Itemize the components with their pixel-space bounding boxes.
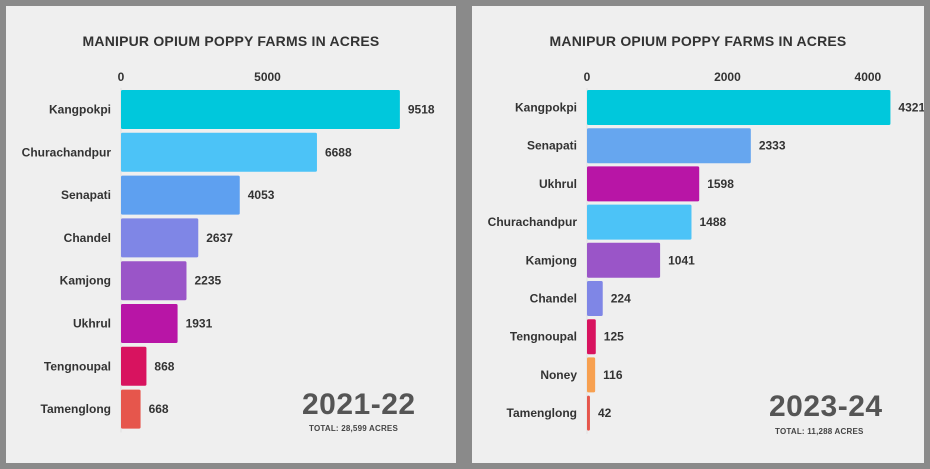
bar-tengnoupal [121, 346, 147, 386]
value-label: 668 [149, 402, 169, 416]
bar-chart-2023-24: 0 2000 4000 Kangpokpi 4321 Senapati 2333 Ukhrul… [488, 70, 924, 434]
bar-churachandpur [587, 204, 692, 240]
category-label: Churachandpur [488, 215, 578, 229]
value-label: 2235 [194, 274, 221, 288]
category-label: Churachandpur [22, 145, 112, 159]
bar-noney [587, 357, 596, 393]
value-label: 1041 [668, 253, 695, 267]
value-label: 1598 [707, 177, 734, 191]
category-label: Chandel [530, 292, 577, 306]
bar-churachandpur [121, 132, 317, 172]
total-label: TOTAL: 11,288 ACRES [775, 427, 864, 436]
category-label: Chandel [64, 231, 111, 245]
x-tick-label: 5000 [254, 70, 281, 84]
value-label: 116 [603, 368, 623, 382]
bar-chandel [121, 218, 199, 258]
x-tick-label: 4000 [855, 70, 882, 84]
value-label: 2333 [759, 139, 786, 153]
bar-kangpokpi [587, 90, 891, 125]
year-label: 2021-22 [302, 388, 416, 421]
year-label: 2023-24 [769, 390, 883, 423]
value-label: 1931 [186, 317, 213, 331]
x-tick-label: 0 [118, 70, 125, 84]
category-label: Ukhrul [539, 177, 577, 191]
bar-chandel [587, 281, 603, 316]
chart-panel-2021-22: MANIPUR OPIUM POPPY FARMS IN ACRES 0 5000… [6, 6, 456, 463]
value-label: 868 [154, 359, 174, 373]
value-label: 4053 [248, 188, 275, 202]
bar-tamenglong [587, 395, 590, 431]
value-label: 2637 [206, 231, 233, 245]
bar-kamjong [121, 261, 187, 301]
category-label: Noney [540, 368, 577, 382]
x-tick-label: 0 [584, 70, 591, 84]
value-label: 224 [611, 292, 631, 306]
total-label: TOTAL: 28,599 ACRES [309, 424, 399, 433]
bar-tengnoupal [587, 319, 596, 355]
bar-tamenglong [121, 389, 141, 429]
bar-ukhrul [587, 166, 700, 202]
bar-ukhrul [121, 304, 178, 343]
category-label: Kamjong [60, 274, 111, 288]
category-label: Tamenglong [507, 406, 577, 420]
category-label: Kamjong [526, 253, 577, 267]
chart-title: MANIPUR OPIUM POPPY FARMS IN ACRES [82, 33, 380, 49]
category-label: Tengnoupal [44, 359, 111, 373]
category-label: Ukhrul [73, 317, 111, 331]
bar-kamjong [587, 242, 661, 278]
x-tick-label: 2000 [714, 70, 741, 84]
category-label: Senapati [527, 139, 577, 153]
category-label: Kangpokpi [49, 103, 111, 117]
chart-title: MANIPUR OPIUM POPPY FARMS IN ACRES [549, 33, 847, 49]
bar-senapati [587, 128, 751, 164]
category-label: Tamenglong [41, 402, 111, 416]
value-label: 6688 [325, 145, 352, 159]
bar-chart-2021-22: 0 5000 Kangpokpi 9518 Churachandpur 6688 Senap… [22, 70, 435, 433]
category-label: Senapati [61, 188, 111, 202]
bar-senapati [121, 175, 240, 215]
value-label: 42 [598, 406, 612, 420]
chart-panel-2023-24: MANIPUR OPIUM POPPY FARMS IN ACRES 0 2000… [472, 6, 924, 463]
bar-kangpokpi [121, 90, 400, 129]
value-label: 125 [604, 330, 624, 344]
value-label: 4321 [898, 101, 924, 115]
category-label: Tengnoupal [510, 330, 577, 344]
value-label: 1488 [699, 215, 726, 229]
value-label: 9518 [408, 103, 435, 117]
category-label: Kangpokpi [515, 101, 577, 115]
